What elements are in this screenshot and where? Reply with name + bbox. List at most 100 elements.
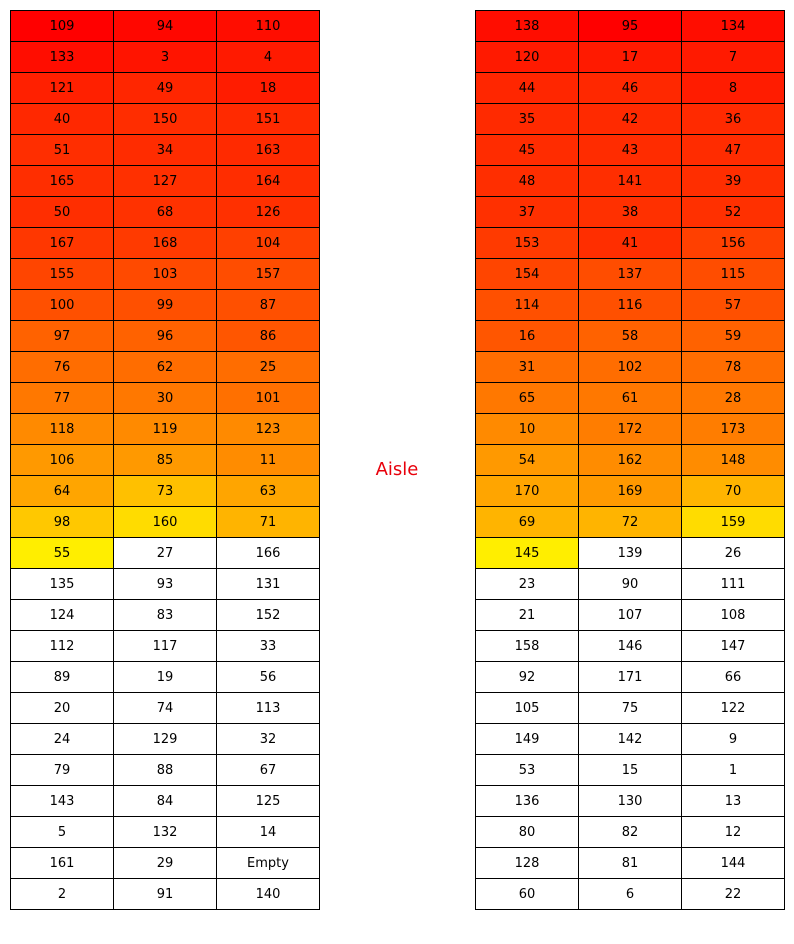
right-block-row: 120 17 7: [475, 41, 785, 73]
seat-cell: 151: [216, 103, 320, 135]
seat-cell: 82: [578, 816, 682, 848]
seat-cell: 147: [681, 630, 785, 662]
seat-cell: 168: [113, 227, 217, 259]
seat-cell: 104: [216, 227, 320, 259]
seat-cell: 16: [475, 320, 579, 352]
seat-cell: 24: [10, 723, 114, 755]
left-block-row: 24 129 32: [10, 723, 320, 755]
seat-cell: 69: [475, 506, 579, 538]
right-block-row: 31 102 78: [475, 351, 785, 383]
seat-cell: 143: [10, 785, 114, 817]
seat-cell: 113: [216, 692, 320, 724]
seat-cell: 94: [113, 10, 217, 42]
right-block-row: 45 43 47: [475, 134, 785, 166]
seat-cell: 26: [681, 537, 785, 569]
seat-cell: 115: [681, 258, 785, 290]
left-block-row: 118 119 123: [10, 413, 320, 445]
seat-cell: 129: [113, 723, 217, 755]
seat-cell: 141: [578, 165, 682, 197]
seat-cell: 99: [113, 289, 217, 321]
seat-cell: 5: [10, 816, 114, 848]
seat-cell: 169: [578, 475, 682, 507]
seat-cell: 71: [216, 506, 320, 538]
seat-cell: 134: [681, 10, 785, 42]
right-block-row: 48 141 39: [475, 165, 785, 197]
seat-cell: 170: [475, 475, 579, 507]
seat-cell: 44: [475, 72, 579, 104]
seat-cell: 59: [681, 320, 785, 352]
seat-cell: 110: [216, 10, 320, 42]
seat-cell: 80: [475, 816, 579, 848]
left-block-row: 167 168 104: [10, 227, 320, 259]
seat-cell: 172: [578, 413, 682, 445]
seat-cell: 92: [475, 661, 579, 693]
left-block-row: 155 103 157: [10, 258, 320, 290]
left-block-row: 100 99 87: [10, 289, 320, 321]
seat-cell: 51: [10, 134, 114, 166]
seat-cell: 152: [216, 599, 320, 631]
right-block-row: 158 146 147: [475, 630, 785, 662]
seat-cell: 161: [10, 847, 114, 879]
seat-cell: 57: [681, 289, 785, 321]
seat-cell: 89: [10, 661, 114, 693]
right-block-row: 153 41 156: [475, 227, 785, 259]
seat-cell: 118: [10, 413, 114, 445]
seat-cell: 1: [681, 754, 785, 786]
seat-cell: 124: [10, 599, 114, 631]
seat-cell: 56: [216, 661, 320, 693]
left-block-row: 64 73 63: [10, 475, 320, 507]
seat-cell: 166: [216, 537, 320, 569]
seat-cell: 139: [578, 537, 682, 569]
aisle-label: Aisle: [375, 459, 419, 480]
seat-cell: 137: [578, 258, 682, 290]
seat-cell: 122: [681, 692, 785, 724]
seat-cell: 42: [578, 103, 682, 135]
seat-cell: 2: [10, 878, 114, 910]
left-block-row: 112 117 33: [10, 630, 320, 662]
seat-cell: 86: [216, 320, 320, 352]
left-block-row: 124 83 152: [10, 599, 320, 631]
seat-cell: 23: [475, 568, 579, 600]
right-block-row: 10 172 173: [475, 413, 785, 445]
seat-cell: 111: [681, 568, 785, 600]
right-block-row: 37 38 52: [475, 196, 785, 228]
seat-cell: 125: [216, 785, 320, 817]
seat-cell: 103: [113, 258, 217, 290]
right-block-row: 16 58 59: [475, 320, 785, 352]
seat-cell: 38: [578, 196, 682, 228]
seat-cell: 58: [578, 320, 682, 352]
seat-cell: 116: [578, 289, 682, 321]
left-block-row: 109 94 110: [10, 10, 320, 42]
left-block-row: 76 62 25: [10, 351, 320, 383]
right-block-row: 138 95 134: [475, 10, 785, 42]
seat-cell: 98: [10, 506, 114, 538]
seat-cell: 64: [10, 475, 114, 507]
left-block-row: 50 68 126: [10, 196, 320, 228]
seat-cell: 22: [681, 878, 785, 910]
seat-cell: 149: [475, 723, 579, 755]
seat-cell: 132: [113, 816, 217, 848]
seat-cell: 107: [578, 599, 682, 631]
left-block-row: 165 127 164: [10, 165, 320, 197]
right-block-row: 92 171 66: [475, 661, 785, 693]
right-block-row: 53 15 1: [475, 754, 785, 786]
seat-cell: 75: [578, 692, 682, 724]
seat-cell: 156: [681, 227, 785, 259]
seat-cell: 65: [475, 382, 579, 414]
seat-cell: 70: [681, 475, 785, 507]
right-block-row: 114 116 57: [475, 289, 785, 321]
seat-cell: 67: [216, 754, 320, 786]
seat-cell: 93: [113, 568, 217, 600]
seat-cell: 36: [681, 103, 785, 135]
left-block-row: 20 74 113: [10, 692, 320, 724]
left-block-row: 51 34 163: [10, 134, 320, 166]
seat-cell: 72: [578, 506, 682, 538]
seat-cell: 28: [681, 382, 785, 414]
seat-cell: 4: [216, 41, 320, 73]
seat-cell: 53: [475, 754, 579, 786]
seat-cell: 19: [113, 661, 217, 693]
seat-cell: 165: [10, 165, 114, 197]
seat-cell: 121: [10, 72, 114, 104]
seat-cell: 9: [681, 723, 785, 755]
seat-cell: 34: [113, 134, 217, 166]
